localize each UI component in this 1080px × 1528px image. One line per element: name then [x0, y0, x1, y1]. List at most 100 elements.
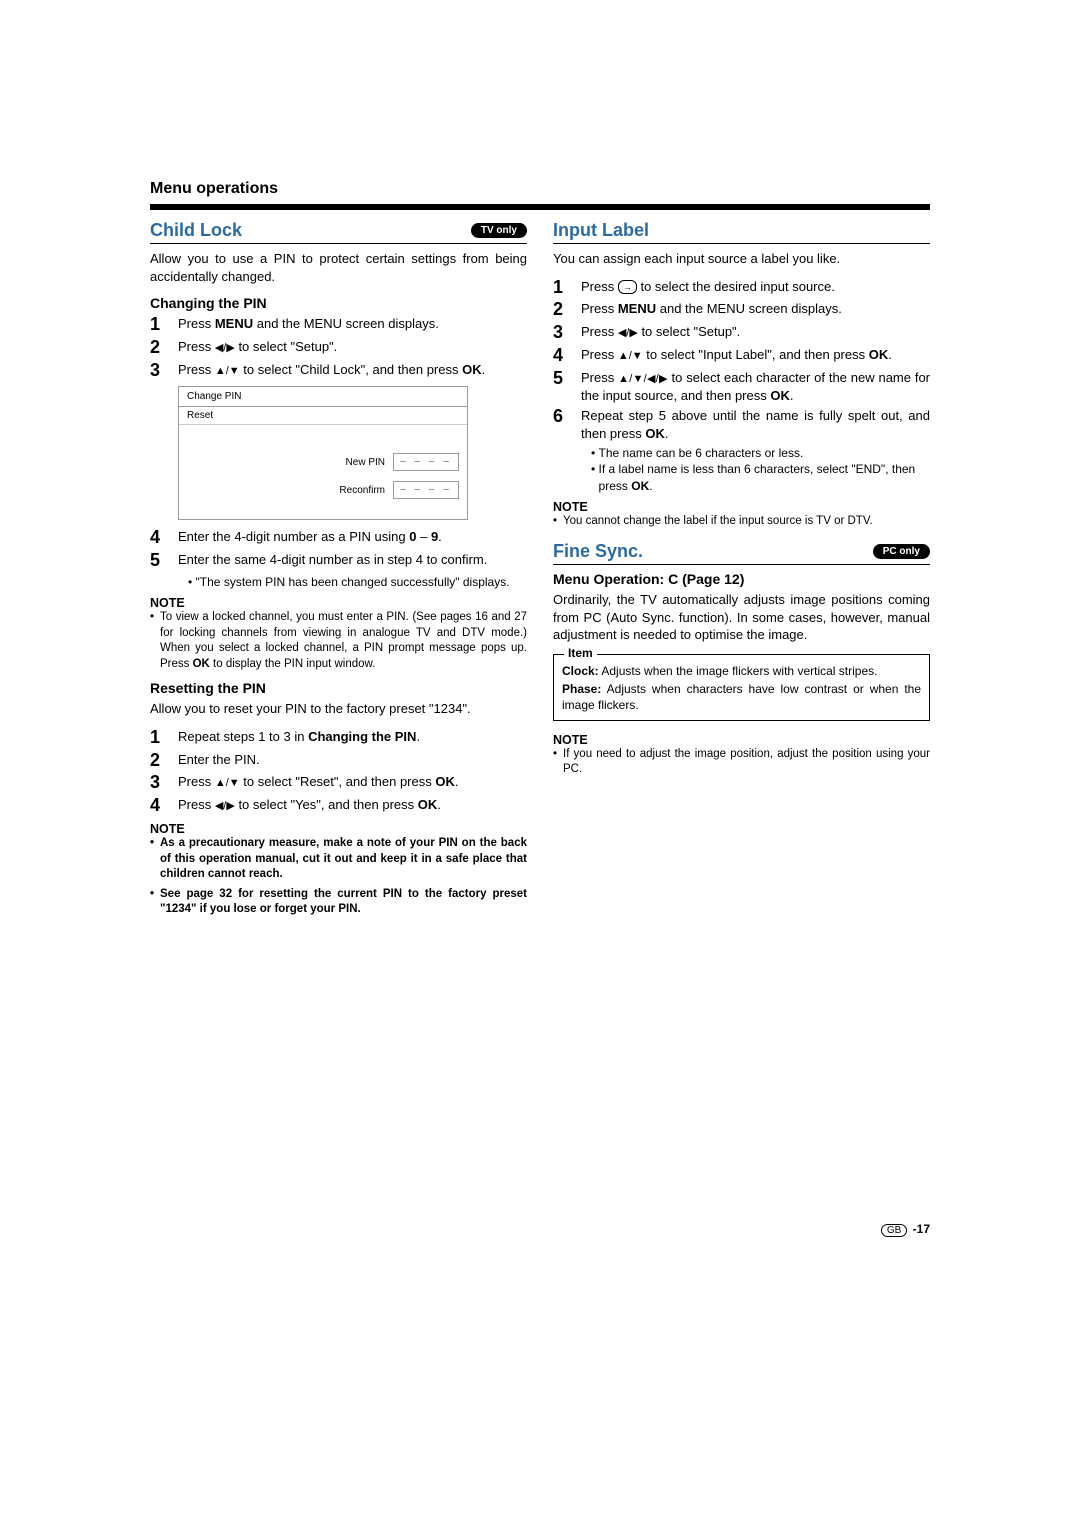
step-number: 2: [150, 751, 178, 771]
step-number: 3: [150, 773, 178, 793]
note-text: • If you need to adjust the image positi…: [553, 747, 930, 778]
region-badge: GB: [881, 1224, 907, 1237]
step-number: 3: [150, 361, 178, 381]
step-number: 3: [553, 323, 581, 343]
step-1: 1 Press MENU and the MENU screen display…: [150, 315, 527, 335]
note-label: NOTE: [553, 733, 930, 747]
up-down-arrow-icon: [215, 362, 240, 377]
reconfirm-label: Reconfirm: [187, 485, 385, 496]
horizontal-rule: [150, 204, 930, 210]
note-text: • To view a locked channel, you must ent…: [150, 610, 527, 672]
left-right-arrow-icon: [215, 339, 235, 354]
step-text: Repeat step 5 above until the name is fu…: [581, 407, 930, 442]
page-number: -17: [913, 1222, 930, 1236]
step-text: Enter the same 4-digit number as in step…: [178, 551, 527, 569]
item-phase: Phase: Adjusts when characters have low …: [562, 681, 921, 713]
il-step-6: 6 Repeat step 5 above until the name is …: [553, 407, 930, 442]
il-step-6-sub-b: • If a label name is less than 6 charact…: [591, 461, 930, 493]
step-text: Press to select each character of the ne…: [581, 369, 930, 404]
step-text: Enter the 4-digit number as a PIN using …: [178, 528, 527, 546]
step-number: 5: [150, 551, 178, 571]
il-step-5: 5 Press to select each character of the …: [553, 369, 930, 404]
step-number: 6: [553, 407, 581, 427]
bullet-icon: •: [591, 445, 599, 461]
pin-dialog-row: Reset: [179, 407, 467, 425]
step-text: Enter the PIN.: [178, 751, 527, 769]
pin-dialog-header: Change PIN: [179, 387, 467, 407]
note-text-bold: • As a precautionary measure, make a not…: [150, 836, 527, 883]
bullet-icon: •: [591, 461, 599, 493]
note-label: NOTE: [150, 822, 527, 836]
note-label: NOTE: [150, 596, 527, 610]
step-number: 4: [150, 796, 178, 816]
step-number: 2: [553, 300, 581, 320]
step-number: 4: [553, 346, 581, 366]
step-text: Repeat steps 1 to 3 in Changing the PIN.: [178, 728, 527, 746]
new-pin-field: – – – –: [393, 453, 459, 471]
bullet-icon: •: [553, 514, 563, 530]
step-text: Press to select "Yes", and then press OK…: [178, 796, 527, 814]
step-number: 5: [553, 369, 581, 389]
il-step-4: 4 Press to select "Input Label", and the…: [553, 346, 930, 366]
bullet-icon: •: [150, 610, 160, 672]
bullet-icon: •: [150, 887, 160, 918]
item-box-title: Item: [564, 646, 597, 660]
new-pin-label: New PIN: [187, 457, 385, 468]
step-text: Press to select "Setup".: [178, 338, 527, 356]
il-step-2: 2 Press MENU and the MENU screen display…: [553, 300, 930, 320]
il-step-1: 1 Press → to select the desired input so…: [553, 278, 930, 298]
reset-intro: Allow you to reset your PIN to the facto…: [150, 700, 527, 718]
pin-dialog-body: New PIN – – – – Reconfirm – – – –: [179, 425, 467, 519]
step-5: 5 Enter the same 4-digit number as in st…: [150, 551, 527, 571]
item-clock: Clock: Adjusts when the image flickers w…: [562, 663, 921, 679]
step-number: 1: [150, 315, 178, 335]
pc-only-badge: PC only: [873, 544, 930, 559]
il-step-6-sub-a: • The name can be 6 characters or less.: [591, 445, 930, 461]
reset-step-4: 4 Press to select "Yes", and then press …: [150, 796, 527, 816]
step-text: Press MENU and the MENU screen displays.: [178, 315, 527, 333]
left-right-arrow-icon: [618, 324, 638, 339]
reset-step-1: 1 Repeat steps 1 to 3 in Changing the PI…: [150, 728, 527, 748]
section-header-input-label: Input Label: [553, 220, 930, 244]
bullet-icon: •: [150, 836, 160, 883]
step-2: 2 Press to select "Setup".: [150, 338, 527, 358]
section-title: Child Lock: [150, 220, 242, 241]
step-number: 2: [150, 338, 178, 358]
up-down-arrow-icon: [215, 774, 240, 789]
page-title: Menu operations: [150, 180, 930, 198]
left-right-arrow-icon: [215, 797, 235, 812]
manual-page: Menu operations Child Lock TV only Allow…: [0, 0, 1080, 1276]
up-down-arrow-icon: [618, 347, 643, 362]
input-label-intro: You can assign each input source a label…: [553, 250, 930, 268]
step-number: 4: [150, 528, 178, 548]
section-title: Fine Sync.: [553, 541, 643, 562]
item-box: Item Clock: Adjusts when the image flick…: [553, 654, 930, 721]
section-header-child-lock: Child Lock TV only: [150, 220, 527, 244]
left-column: Child Lock TV only Allow you to use a PI…: [150, 220, 527, 922]
reconfirm-line: Reconfirm – – – –: [187, 481, 459, 499]
note-text-bold: • See page 32 for resetting the current …: [150, 887, 527, 918]
two-column-layout: Child Lock TV only Allow you to use a PI…: [150, 220, 930, 922]
note-text: • You cannot change the label if the inp…: [553, 514, 930, 530]
step-text: Press MENU and the MENU screen displays.: [581, 300, 930, 318]
step-text: Press to select "Input Label", and then …: [581, 346, 930, 364]
step-text: Press → to select the desired input sour…: [581, 278, 930, 296]
new-pin-line: New PIN – – – –: [187, 453, 459, 471]
tv-only-badge: TV only: [471, 223, 527, 238]
bullet-icon: •: [553, 747, 563, 778]
reset-step-2: 2 Enter the PIN.: [150, 751, 527, 771]
section-title: Input Label: [553, 220, 649, 241]
reset-step-3: 3 Press to select "Reset", and then pres…: [150, 773, 527, 793]
step-5-sub: • "The system PIN has been changed succe…: [188, 574, 527, 590]
step-number: 1: [150, 728, 178, 748]
il-step-3: 3 Press to select "Setup".: [553, 323, 930, 343]
note-label: NOTE: [553, 500, 930, 514]
sub-heading-changing-pin: Changing the PIN: [150, 295, 527, 311]
all-arrows-icon: [618, 370, 668, 385]
child-lock-intro: Allow you to use a PIN to protect certai…: [150, 250, 527, 285]
step-4: 4 Enter the 4-digit number as a PIN usin…: [150, 528, 527, 548]
reconfirm-field: – – – –: [393, 481, 459, 499]
page-footer: GB -17: [150, 1222, 930, 1236]
step-number: 1: [553, 278, 581, 298]
step-text: Press to select "Reset", and then press …: [178, 773, 527, 791]
